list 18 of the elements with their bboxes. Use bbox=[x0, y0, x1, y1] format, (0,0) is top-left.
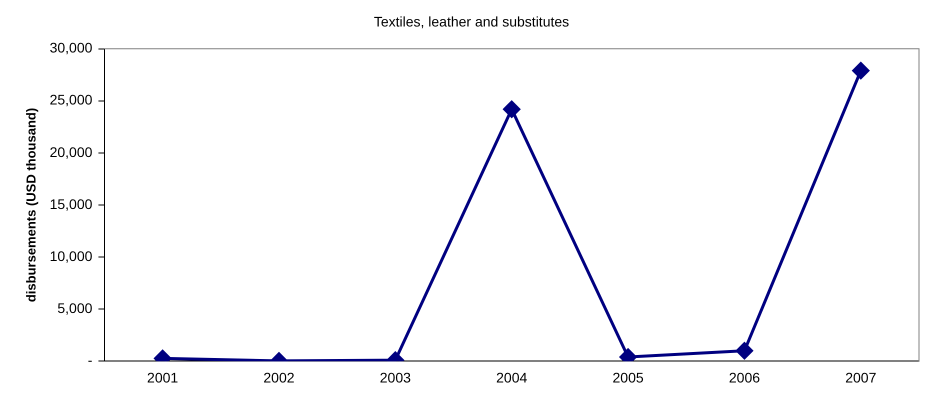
y-axis-title: disbursements (USD thousand) bbox=[23, 108, 38, 302]
y-tick-label: 25,000 bbox=[50, 92, 93, 108]
y-tick-label: 5,000 bbox=[57, 300, 93, 316]
x-tick-label: 2002 bbox=[263, 369, 295, 386]
x-tick-label: 2001 bbox=[147, 369, 178, 386]
y-tick-label: 15,000 bbox=[50, 196, 93, 212]
x-tick-label: 2007 bbox=[845, 369, 877, 386]
x-tick-label: 2005 bbox=[612, 369, 644, 386]
y-tick-label: 10,000 bbox=[50, 248, 93, 264]
point bbox=[503, 100, 520, 118]
x-tick-label: 2003 bbox=[380, 369, 412, 386]
x-tick-label: 2006 bbox=[728, 369, 760, 386]
chart-title: Textiles, leather and substitutes bbox=[374, 13, 570, 30]
y-tick-label: 30,000 bbox=[50, 40, 93, 56]
point bbox=[852, 62, 870, 80]
y-tick-label: - bbox=[88, 352, 93, 368]
x-tick-label: 2004 bbox=[496, 369, 528, 386]
y-tick-label: 20,000 bbox=[50, 144, 93, 160]
